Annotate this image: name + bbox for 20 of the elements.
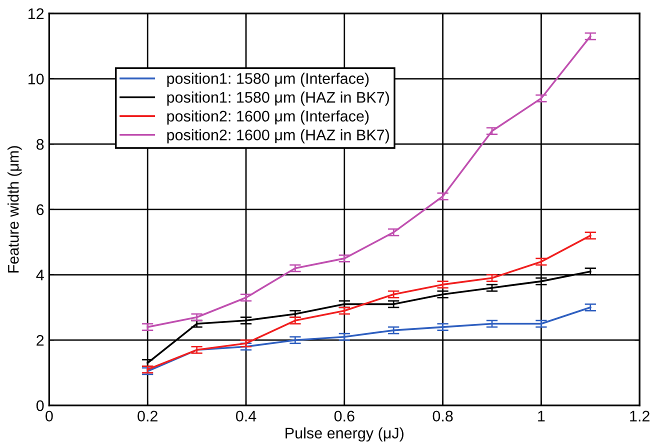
- y-tick-label: 0: [36, 400, 44, 412]
- x-axis-title: Pulse energy (μJ): [286, 427, 404, 442]
- y-axis-title: Feature width (μm): [8, 146, 22, 272]
- x-tick-label: 1.2: [630, 410, 650, 422]
- x-tick-label: 1: [538, 410, 545, 422]
- y-tick-label: 12: [28, 8, 44, 19]
- x-tick-label: 0.4: [236, 410, 256, 422]
- x-tick-label: 0.2: [138, 410, 158, 422]
- legend-label: position2: 1600 μm (HAZ in BK7): [167, 129, 389, 144]
- y-tick-label: 2: [36, 334, 44, 346]
- x-tick-label: 0.8: [432, 410, 453, 422]
- legend-label: position1: 1580 μm (HAZ in BK7): [167, 92, 389, 106]
- x-tick-label: 0.6: [334, 410, 354, 422]
- y-tick-label: 10: [28, 74, 44, 84]
- legend-label: position1: 1580 μm (Interface): [167, 72, 369, 87]
- y-tick-label: 6: [36, 204, 44, 216]
- y-tick-label: 8: [36, 138, 44, 150]
- y-tick-label: 4: [36, 270, 44, 280]
- legend-label: position2: 1600 μm (Interface): [167, 110, 369, 125]
- x-tick-label: 0: [46, 410, 53, 422]
